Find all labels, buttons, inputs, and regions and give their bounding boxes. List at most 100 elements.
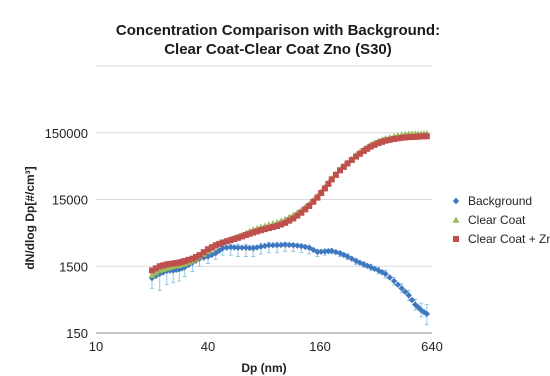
chart-title-line-1: Concentration Comparison with Background… <box>116 22 440 39</box>
y-axis-title: dN/dlog Dp[#/cm³] <box>23 166 37 269</box>
data-point-series-2 <box>223 238 230 245</box>
data-point-series-2 <box>367 143 374 150</box>
legend-label-0: Background <box>468 194 532 208</box>
data-point-series-2 <box>282 219 289 226</box>
data-point-series-2 <box>375 140 382 147</box>
data-point-series-2 <box>353 153 360 160</box>
data-point-series-2 <box>238 233 245 240</box>
legend-marker-1 <box>452 216 460 223</box>
data-point-series-2 <box>356 150 363 157</box>
data-point-series-0 <box>175 266 183 273</box>
data-point-series-2 <box>332 171 339 178</box>
x-tick-label: 40 <box>201 339 215 354</box>
x-tick-label: 10 <box>89 339 103 354</box>
data-point-series-2 <box>166 260 173 267</box>
data-point-series-2 <box>156 263 163 270</box>
data-point-series-0 <box>423 310 430 318</box>
data-point-series-2 <box>286 217 293 224</box>
data-point-series-0 <box>223 244 230 251</box>
data-point-series-0 <box>277 241 285 249</box>
data-point-series-2 <box>235 234 242 241</box>
data-point-series-2 <box>321 185 328 192</box>
data-point-series-2 <box>261 226 268 233</box>
data-point-series-2 <box>192 253 199 260</box>
data-point-series-2 <box>325 180 332 187</box>
grid-layer <box>96 65 432 334</box>
data-point-series-2 <box>371 141 378 148</box>
x-axis-title: Dp (nm) <box>241 361 286 375</box>
data-point-series-0 <box>317 248 325 255</box>
data-point-series-2 <box>269 224 276 231</box>
data-point-series-0 <box>394 281 402 288</box>
data-point-series-2 <box>394 135 401 142</box>
data-point-series-0 <box>405 292 412 299</box>
data-point-series-0 <box>314 248 321 256</box>
data-point-series-2 <box>149 267 155 274</box>
y-tick-label: 15000 <box>52 193 88 208</box>
data-point-series-0 <box>390 277 398 285</box>
data-point-series-0 <box>181 264 188 271</box>
data-point-series-2 <box>200 249 207 256</box>
data-point-series-2 <box>160 262 167 269</box>
data-point-series-2 <box>364 145 371 152</box>
data-point-series-2 <box>163 261 170 268</box>
data-point-series-0 <box>231 244 238 251</box>
data-point-series-2 <box>208 244 215 251</box>
data-point-series-2 <box>294 212 301 219</box>
data-point-series-0 <box>169 267 177 274</box>
legend: Background Clear Coat Clear Coat + ZnO <box>452 194 550 246</box>
data-point-series-2 <box>402 134 409 141</box>
data-point-series-2 <box>257 227 264 234</box>
data-point-series-2 <box>408 134 415 141</box>
data-point-series-2 <box>360 147 367 154</box>
x-tick-label: 160 <box>309 339 331 354</box>
data-point-series-0 <box>302 243 309 251</box>
data-point-series-2 <box>250 229 257 236</box>
data-point-series-2 <box>340 163 347 170</box>
data-point-series-2 <box>231 235 238 242</box>
data-point-series-2 <box>337 167 344 174</box>
data-point-series-0 <box>265 242 273 249</box>
data-point-series-0 <box>148 274 156 282</box>
data-point-series-2 <box>302 206 309 213</box>
data-point-series-2 <box>328 176 335 183</box>
data-point-series-0 <box>172 266 180 274</box>
data-point-series-0 <box>348 255 355 262</box>
data-point-series-2 <box>310 198 317 205</box>
data-point-series-2 <box>391 135 398 142</box>
data-point-series-2 <box>227 237 234 244</box>
data-point-series-2 <box>278 221 285 228</box>
y-tick-label: 1500 <box>59 259 88 274</box>
error-bar-layer <box>150 242 429 326</box>
data-point-series-2 <box>254 228 261 235</box>
data-point-series-2 <box>152 265 159 272</box>
data-point-series-2 <box>246 230 253 237</box>
data-point-series-2 <box>205 246 211 253</box>
data-point-series-2 <box>344 160 351 167</box>
data-point-series-0 <box>294 242 301 249</box>
data-point-series-0 <box>281 241 289 248</box>
data-point-series-2 <box>265 225 272 232</box>
data-point-series-0 <box>216 247 223 254</box>
data-point-series-0 <box>386 274 393 281</box>
chart-title-line-2: Clear Coat-Clear Coat Zno (S30) <box>164 41 392 58</box>
data-point-series-2 <box>189 255 196 262</box>
data-point-series-0 <box>152 272 160 280</box>
data-point-series-0 <box>227 243 234 251</box>
data-point-series-2 <box>274 223 281 230</box>
data-point-series-2 <box>306 202 313 209</box>
legend-marker-0 <box>452 197 460 205</box>
data-point-series-2 <box>379 138 386 145</box>
data-point-series-2 <box>212 242 219 249</box>
data-point-series-0 <box>234 244 242 251</box>
legend-label-2: Clear Coat + ZnO <box>468 232 550 246</box>
data-point-series-0 <box>261 242 269 250</box>
data-point-series-1 <box>152 269 160 276</box>
data-point-series-0 <box>269 242 277 249</box>
data-point-series-2 <box>314 194 321 201</box>
data-point-series-0 <box>166 267 174 274</box>
data-point-series-2 <box>298 209 305 216</box>
data-point-series-0 <box>344 253 351 260</box>
